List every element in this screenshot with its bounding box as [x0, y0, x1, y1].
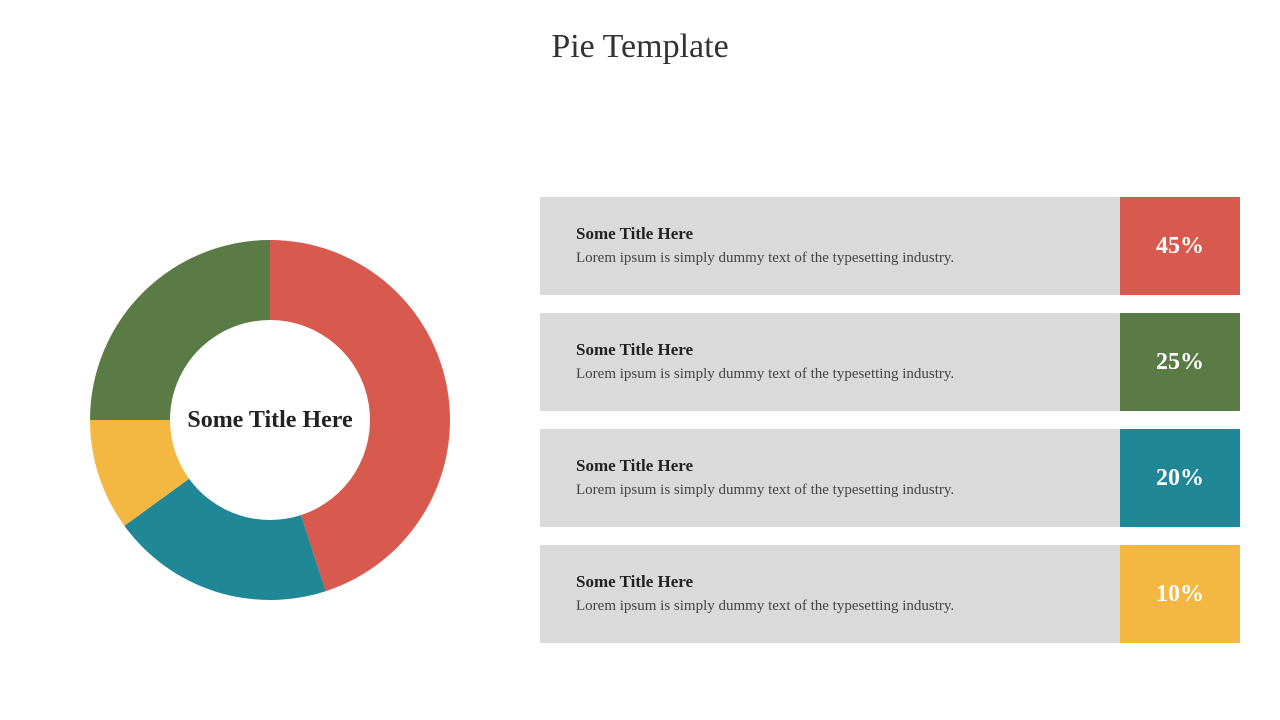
legend-item-title: Some Title Here [576, 572, 1096, 592]
legend-item-title: Some Title Here [576, 224, 1096, 244]
donut-center-label: Some Title Here [170, 405, 370, 435]
page-title: Pie Template [0, 28, 1280, 66]
legend-item-body: Some Title Here Lorem ipsum is simply du… [540, 429, 1120, 527]
legend-item-pct: 10% [1120, 545, 1240, 643]
legend-item-desc: Lorem ipsum is simply dummy text of the … [576, 248, 1096, 268]
legend-item-body: Some Title Here Lorem ipsum is simply du… [540, 545, 1120, 643]
legend-item-pct: 45% [1120, 197, 1240, 295]
donut-chart: Some Title Here [0, 175, 540, 665]
legend-item-desc: Lorem ipsum is simply dummy text of the … [576, 364, 1096, 384]
legend-item-body: Some Title Here Lorem ipsum is simply du… [540, 313, 1120, 411]
legend-item: Some Title Here Lorem ipsum is simply du… [540, 313, 1240, 411]
legend-item: Some Title Here Lorem ipsum is simply du… [540, 429, 1240, 527]
donut-slice [90, 240, 270, 420]
legend-item-desc: Lorem ipsum is simply dummy text of the … [576, 480, 1096, 500]
slide: Pie Template Some Title Here Some Title … [0, 0, 1280, 720]
legend-item-title: Some Title Here [576, 456, 1096, 476]
legend-item-desc: Lorem ipsum is simply dummy text of the … [576, 596, 1096, 616]
content-row: Some Title Here Some Title Here Lorem ip… [0, 150, 1280, 690]
legend-item-title: Some Title Here [576, 340, 1096, 360]
legend-item: Some Title Here Lorem ipsum is simply du… [540, 197, 1240, 295]
legend-item-body: Some Title Here Lorem ipsum is simply du… [540, 197, 1120, 295]
legend-list: Some Title Here Lorem ipsum is simply du… [540, 197, 1280, 643]
legend-item: Some Title Here Lorem ipsum is simply du… [540, 545, 1240, 643]
legend-item-pct: 25% [1120, 313, 1240, 411]
legend-item-pct: 20% [1120, 429, 1240, 527]
